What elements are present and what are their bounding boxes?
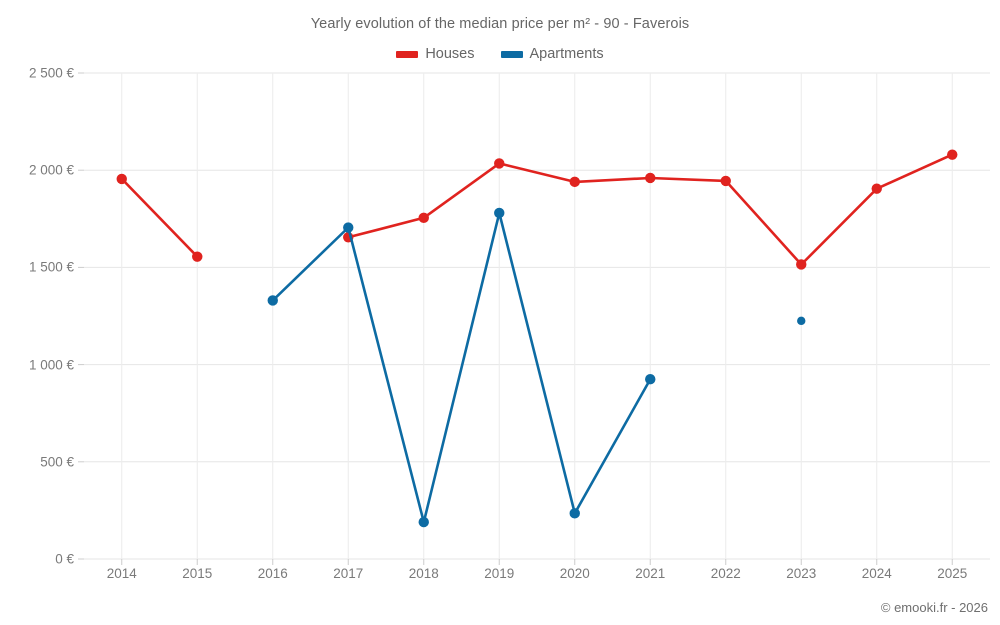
x-tick-label: 2020 xyxy=(559,566,590,581)
x-tick-label: 2022 xyxy=(710,566,741,581)
x-tick-label: 2015 xyxy=(182,566,213,581)
data-point-apartments-2019[interactable] xyxy=(494,207,505,219)
series-line-apartments xyxy=(271,211,652,524)
x-tick-label: 2024 xyxy=(861,566,892,581)
x-tick-label: 2017 xyxy=(333,566,364,581)
data-point-houses-2023[interactable] xyxy=(796,259,807,270)
legend-item-houses[interactable]: Houses xyxy=(396,46,475,62)
data-point-houses-2025[interactable] xyxy=(947,149,958,160)
legend-label-houses: Houses xyxy=(425,46,475,62)
y-tick-label: 2 500 € xyxy=(28,65,74,81)
data-point-houses-2014[interactable] xyxy=(116,173,127,185)
data-point-apartments-2020[interactable] xyxy=(569,508,580,519)
copyright-footer: © emooki.fr - 2026 xyxy=(880,600,988,615)
y-tick-label: 0 € xyxy=(55,551,74,567)
data-point-apartments-2021[interactable] xyxy=(645,373,656,385)
series-line-houses xyxy=(120,177,199,259)
data-point-houses-2024[interactable] xyxy=(871,183,882,194)
chart-title: Yearly evolution of the median price per… xyxy=(310,16,690,32)
data-point-houses-2019[interactable] xyxy=(494,158,505,169)
y-tick-label: 2 000 € xyxy=(28,162,74,178)
x-tick-label: 2016 xyxy=(257,566,288,581)
data-point-apartments-2023[interactable] xyxy=(797,316,806,326)
y-tick-label: 1 500 € xyxy=(28,259,74,275)
x-tick-label: 2023 xyxy=(786,566,817,581)
legend-swatch-apartments xyxy=(500,50,523,58)
x-tick-label: 2018 xyxy=(408,566,439,581)
data-point-apartments-2017[interactable] xyxy=(343,222,354,233)
data-point-houses-2015[interactable] xyxy=(192,251,203,262)
y-tick-label: 1 000 € xyxy=(28,357,74,373)
data-point-houses-2020[interactable] xyxy=(569,176,580,188)
x-tick-label: 2025 xyxy=(937,566,968,581)
data-point-apartments-2018[interactable] xyxy=(418,516,429,528)
legend-label-apartments: Apartments xyxy=(529,46,604,62)
legend-swatch-houses xyxy=(396,50,419,58)
data-point-apartments-2016[interactable] xyxy=(267,295,278,306)
x-tick-label: 2014 xyxy=(106,566,137,581)
x-tick-label: 2019 xyxy=(484,566,515,581)
chart-legend: Houses Apartments xyxy=(0,46,1000,62)
legend-item-apartments[interactable]: Apartments xyxy=(500,46,604,62)
data-point-houses-2021[interactable] xyxy=(645,172,656,184)
y-tick-label: 500 € xyxy=(40,454,74,470)
x-tick-label: 2021 xyxy=(635,566,666,581)
data-point-houses-2018[interactable] xyxy=(418,212,429,224)
data-point-houses-2022[interactable] xyxy=(720,175,731,187)
